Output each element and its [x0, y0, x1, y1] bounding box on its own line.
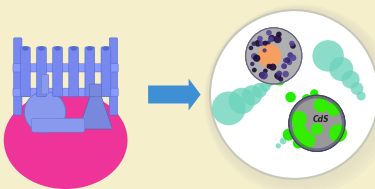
Circle shape — [257, 36, 263, 41]
Circle shape — [299, 132, 315, 149]
Circle shape — [289, 41, 295, 46]
Circle shape — [252, 68, 257, 72]
Circle shape — [258, 44, 281, 68]
Circle shape — [290, 54, 296, 61]
Circle shape — [268, 35, 275, 42]
Circle shape — [284, 57, 291, 63]
Circle shape — [314, 98, 328, 113]
Ellipse shape — [54, 46, 61, 50]
Circle shape — [276, 143, 281, 149]
Circle shape — [293, 138, 303, 149]
Circle shape — [311, 123, 323, 135]
Circle shape — [263, 69, 268, 73]
Circle shape — [357, 91, 366, 101]
Circle shape — [287, 52, 293, 58]
Circle shape — [249, 46, 253, 50]
FancyBboxPatch shape — [41, 75, 49, 94]
Circle shape — [252, 41, 256, 46]
Circle shape — [260, 81, 270, 92]
Circle shape — [267, 40, 271, 44]
Circle shape — [342, 70, 360, 88]
Circle shape — [274, 72, 281, 79]
FancyArrow shape — [148, 79, 201, 110]
Circle shape — [210, 10, 375, 179]
Circle shape — [208, 8, 375, 186]
FancyBboxPatch shape — [53, 47, 62, 97]
Circle shape — [302, 94, 312, 104]
Ellipse shape — [38, 46, 45, 50]
Polygon shape — [79, 95, 112, 129]
Circle shape — [204, 5, 375, 189]
Circle shape — [274, 35, 282, 43]
Circle shape — [263, 41, 268, 46]
Circle shape — [290, 43, 296, 49]
Circle shape — [268, 36, 274, 42]
Circle shape — [329, 124, 347, 142]
Circle shape — [266, 80, 273, 87]
Circle shape — [251, 53, 258, 60]
FancyBboxPatch shape — [13, 38, 22, 115]
Circle shape — [283, 129, 295, 141]
Circle shape — [262, 48, 267, 53]
Circle shape — [266, 30, 272, 36]
Circle shape — [259, 41, 264, 46]
Circle shape — [207, 7, 375, 189]
FancyBboxPatch shape — [13, 88, 119, 96]
Circle shape — [259, 72, 265, 78]
Circle shape — [310, 89, 318, 98]
Circle shape — [329, 57, 353, 81]
FancyBboxPatch shape — [32, 118, 85, 132]
FancyBboxPatch shape — [90, 84, 102, 97]
Text: CdS: CdS — [313, 115, 330, 124]
Circle shape — [281, 63, 287, 69]
Circle shape — [269, 64, 276, 71]
FancyBboxPatch shape — [21, 47, 30, 97]
Circle shape — [206, 6, 375, 189]
Circle shape — [283, 58, 288, 63]
Ellipse shape — [103, 46, 109, 50]
Circle shape — [327, 103, 340, 116]
Ellipse shape — [22, 46, 28, 50]
Circle shape — [312, 40, 344, 72]
FancyBboxPatch shape — [101, 47, 111, 97]
Circle shape — [253, 55, 260, 62]
Circle shape — [278, 77, 284, 82]
Circle shape — [284, 130, 293, 139]
Circle shape — [276, 70, 282, 76]
Ellipse shape — [70, 46, 77, 50]
Circle shape — [351, 82, 363, 95]
Circle shape — [273, 74, 285, 85]
FancyBboxPatch shape — [110, 38, 118, 115]
Circle shape — [24, 91, 66, 133]
Circle shape — [212, 91, 246, 125]
FancyBboxPatch shape — [13, 64, 119, 72]
Circle shape — [276, 76, 280, 80]
Ellipse shape — [4, 91, 128, 189]
Circle shape — [289, 95, 345, 152]
Circle shape — [292, 124, 308, 139]
FancyBboxPatch shape — [37, 47, 46, 97]
FancyBboxPatch shape — [69, 47, 79, 97]
Circle shape — [255, 40, 261, 47]
Circle shape — [229, 88, 255, 114]
Circle shape — [276, 32, 282, 37]
Circle shape — [260, 71, 268, 79]
Circle shape — [287, 60, 292, 65]
Circle shape — [252, 83, 267, 98]
Ellipse shape — [87, 46, 93, 50]
Circle shape — [280, 138, 286, 144]
Circle shape — [267, 64, 272, 69]
Circle shape — [285, 92, 296, 102]
Circle shape — [242, 85, 262, 105]
Circle shape — [246, 28, 302, 84]
Circle shape — [250, 62, 255, 66]
Circle shape — [290, 111, 307, 127]
Circle shape — [282, 71, 289, 77]
FancyBboxPatch shape — [85, 47, 94, 97]
